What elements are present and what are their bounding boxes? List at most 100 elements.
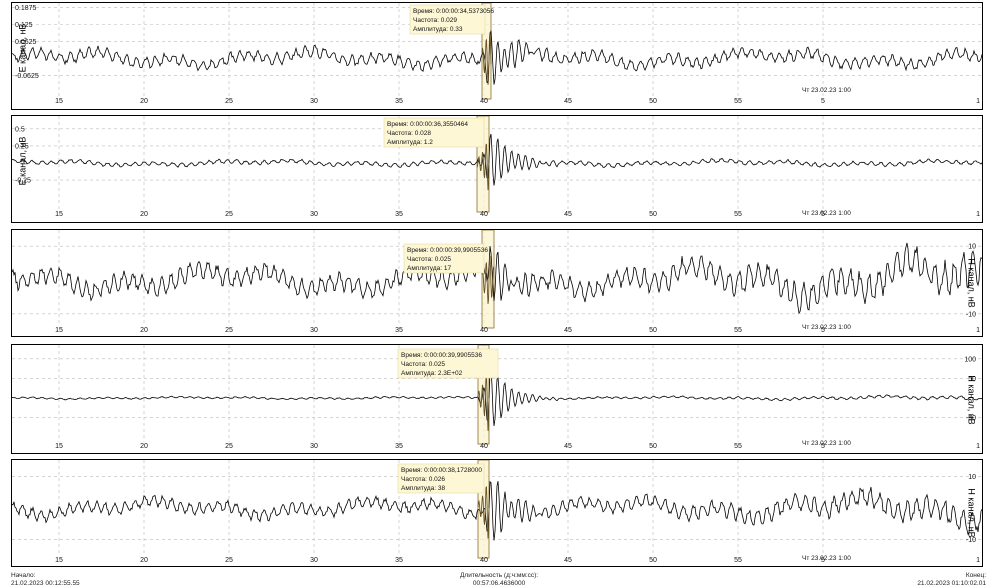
tooltip-freq: Частота: 0.028 — [387, 130, 431, 137]
x-tick-label: 1 — [976, 557, 980, 564]
x-tick-label: 5 — [821, 327, 825, 334]
y-axis-label: Н канал, нВ — [966, 375, 977, 425]
date-label: Чт 23.02.23 1:00 — [802, 440, 851, 447]
waveform-trace — [12, 133, 982, 186]
event-burst-trace — [481, 256, 495, 304]
event-burst-trace — [477, 486, 490, 539]
y-tick-label: 50 — [968, 376, 976, 383]
date-label: Чт 23.02.23 1:00 — [802, 555, 851, 562]
waveform-trace — [12, 30, 982, 85]
x-tick-label: 25 — [225, 443, 233, 450]
waveform-trace — [12, 366, 982, 427]
waveform-trace — [12, 480, 982, 541]
x-tick-label: 1 — [976, 98, 980, 105]
x-tick-label: 25 — [225, 211, 233, 218]
x-tick-label: 55 — [734, 98, 742, 105]
x-tick-label: 35 — [395, 443, 403, 450]
y-tick-label: -0.25 — [15, 178, 31, 185]
x-tick-label: 45 — [564, 98, 572, 105]
x-tick-label: 45 — [564, 443, 572, 450]
y-axis-label: Н канал, нВ — [966, 488, 977, 538]
tooltip-amp: Амплитуда: 38 — [401, 485, 445, 492]
chart-panel-1[interactable]: 0.1875 0.125 0.0625 -0.0625 15 20 25 30 35 40 45 50… — [11, 2, 983, 110]
x-tick-label: 15 — [55, 557, 63, 564]
x-tick-label: 30 — [310, 557, 318, 564]
tooltip-box — [409, 4, 486, 35]
tooltip-freq: Частота: 0.029 — [413, 17, 457, 24]
x-tick-label: 50 — [649, 557, 657, 564]
x-tick-label: 1 — [976, 443, 980, 450]
event-burst-trace — [481, 32, 492, 85]
end-label: Конец: — [965, 572, 986, 579]
x-tick-label: 30 — [310, 98, 318, 105]
chart-panel-5[interactable]: 10 -10 15 20 25 30 35 40 45 50 55 5 1 Чт 23.02.23 1:0… — [11, 459, 983, 567]
footer-duration: Длительность (д:ч:мм:сс): 00:57:06.46360… — [460, 572, 538, 588]
x-tick-label: 15 — [55, 443, 63, 450]
tooltip-box — [383, 117, 485, 148]
x-tick-label: 5 — [821, 211, 825, 218]
x-tick-label: 15 — [55, 211, 63, 218]
x-tick-label: 35 — [395, 211, 403, 218]
x-tick-label: 20 — [140, 211, 148, 218]
date-label: Чт 23.02.23 1:00 — [802, 87, 851, 94]
event-burst-trace — [477, 374, 490, 431]
chart-panel-3[interactable]: 10 -10 15 20 25 30 35 40 45 50 55 5 1 Чт 23.02.23 1:0… — [11, 229, 983, 337]
end-value: 21.02.2023 01:10:02.01 — [917, 580, 986, 587]
tooltip-freq: Частота: 0.025 — [407, 256, 451, 263]
x-tick-label: 35 — [395, 98, 403, 105]
start-label: Начало: — [11, 572, 36, 579]
y-tick-label: 0.0625 — [15, 39, 37, 46]
y-tick-label: 0.1875 — [15, 5, 37, 12]
x-tick-label: 30 — [310, 211, 318, 218]
y-tick-label: 10 — [968, 474, 976, 481]
footer-end: Конец: 21.02.2023 01:10:02.01 — [917, 572, 986, 588]
x-tick-label: 20 — [140, 443, 148, 450]
y-tick-label: 0.5 — [15, 126, 25, 133]
x-tick-label: 1 — [976, 327, 980, 334]
y-tick-label: -10 — [966, 537, 976, 544]
tooltip-amp: Амплитуда: 17 — [407, 265, 451, 272]
y-tick-label: -50 — [966, 415, 976, 422]
y-tick-label: 0.25 — [15, 143, 29, 150]
x-tick-label: 5 — [821, 98, 825, 105]
x-tick-label: 50 — [649, 443, 657, 450]
x-tick-label: 20 — [140, 557, 148, 564]
y-axis-label: Н канал, нВ — [966, 258, 977, 308]
tooltip-freq: Частота: 0.025 — [401, 361, 445, 368]
x-tick-label: 50 — [649, 211, 657, 218]
x-tick-label: 20 — [140, 98, 148, 105]
tooltip-amp: Амплитуда: 0.33 — [413, 26, 463, 33]
x-tick-label: 25 — [225, 327, 233, 334]
y-tick-label: 10 — [968, 244, 976, 251]
tooltip-amp: Амплитуда: 2.3Е+02 — [401, 370, 463, 377]
x-tick-label: 35 — [395, 557, 403, 564]
y-axis-label: Е канал, нВ — [17, 136, 28, 186]
tooltip-freq: Частота: 0.026 — [401, 476, 445, 483]
x-tick-label: 50 — [649, 327, 657, 334]
y-tick-label: -0.0625 — [15, 73, 39, 80]
chart-panel-2[interactable]: 0.5 0.25 -0.25 15 20 25 30 35 40 45 50 55 5 1 Чт 23.02… — [11, 115, 983, 223]
chart-panel-4[interactable]: 100 50 -50 15 20 25 30 35 40 45 50 55 5 1 Чт 23.02.23 … — [11, 344, 983, 454]
y-axis-label: Е канал, нВ — [17, 23, 28, 73]
x-tick-label: 40 — [480, 211, 488, 218]
y-tick-label: 0.125 — [15, 22, 33, 29]
start-value: 21.02.2023 00:12:55.55 — [11, 580, 80, 587]
x-tick-label: 40 — [480, 327, 488, 334]
event-burst-trace — [476, 143, 490, 191]
x-tick-label: 40 — [480, 557, 488, 564]
date-label: Чт 23.02.23 1:00 — [802, 210, 851, 217]
x-tick-label: 45 — [564, 327, 572, 334]
x-tick-label: 5 — [821, 443, 825, 450]
tooltip-time: Время: 0:00:00:39,9905536 — [401, 352, 482, 359]
tooltip-time: Время: 0:00:00:39,9905536 — [407, 247, 488, 254]
x-tick-label: 25 — [225, 98, 233, 105]
x-tick-label: 25 — [225, 557, 233, 564]
tooltip-time: Время: 0:00:00:38,1728000 — [401, 467, 482, 474]
footer-start: Начало: 21.02.2023 00:12:55.55 — [11, 572, 80, 588]
x-tick-label: 1 — [976, 211, 980, 218]
